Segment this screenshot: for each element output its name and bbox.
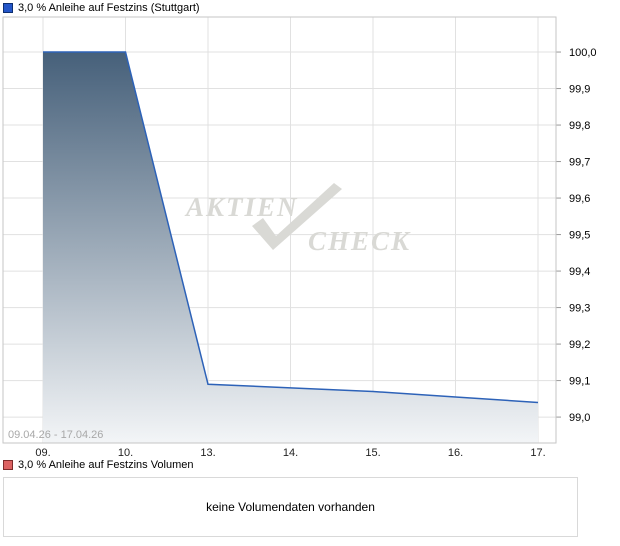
y-tick-label: 99,1: [569, 376, 590, 388]
watermark-aktien-text: AKTIEN: [184, 192, 299, 222]
price-area-fill: [43, 52, 538, 443]
volume-legend: 3,0 % Anleihe auf Festzins Volumen: [3, 459, 194, 471]
x-tick-label: 09.: [35, 447, 50, 459]
date-range-label: 09.04.26 - 17.04.26: [8, 429, 103, 441]
volume-no-data-message: keine Volumendaten vorhanden: [206, 500, 375, 514]
y-tick-label: 99,2: [569, 339, 590, 351]
y-tick-label: 99,5: [569, 230, 590, 242]
y-tick-label: 99,3: [569, 303, 590, 315]
x-tick-label: 15.: [365, 447, 380, 459]
x-tick-label: 14.: [283, 447, 298, 459]
y-tick-label: 99,9: [569, 84, 590, 96]
volume-legend-label: 3,0 % Anleihe auf Festzins Volumen: [18, 459, 194, 471]
x-tick-label: 17.: [530, 447, 545, 459]
price-legend-swatch: [3, 3, 13, 13]
price-legend-label: 3,0 % Anleihe auf Festzins (Stuttgart): [18, 2, 200, 14]
x-tick-label: 16.: [448, 447, 463, 459]
y-tick-label: 99,7: [569, 157, 590, 169]
y-tick-label: 99,4: [569, 266, 590, 278]
x-tick-label: 10.: [118, 447, 133, 459]
volume-legend-swatch: [3, 460, 13, 470]
plot-border: [2, 16, 557, 444]
x-tick-label: 13.: [200, 447, 215, 459]
price-line: [43, 51, 539, 404]
y-tick-label: 100,0: [569, 47, 597, 59]
y-tick-label: 99,6: [569, 193, 590, 205]
y-tick-label: 99,8: [569, 120, 590, 132]
watermark-check-text: CHECK: [308, 226, 411, 256]
volume-panel: keine Volumendaten vorhanden: [3, 477, 578, 537]
watermark-checkmark-icon: [252, 183, 342, 250]
y-tick-label: 99,0: [569, 412, 590, 424]
price-legend: 3,0 % Anleihe auf Festzins (Stuttgart): [3, 2, 200, 14]
